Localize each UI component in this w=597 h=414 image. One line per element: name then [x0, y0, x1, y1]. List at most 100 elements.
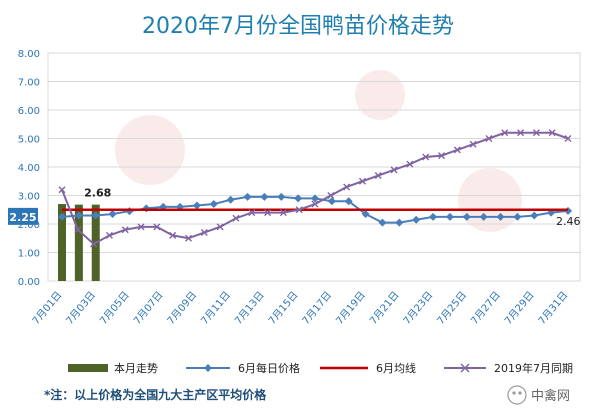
point-2019-july — [390, 166, 398, 174]
point-2019-july — [327, 192, 335, 199]
point-june-daily — [142, 204, 151, 213]
point-june-daily — [378, 218, 387, 227]
point-2019-july — [90, 240, 98, 248]
point-june-daily — [395, 218, 404, 227]
bar-top-value-label: 2.68 — [84, 187, 111, 200]
series-lines — [58, 129, 572, 248]
end-value-label: 2.46 — [556, 215, 581, 228]
point-june-daily — [496, 212, 505, 221]
point-2019-july — [74, 226, 82, 234]
point-june-daily — [125, 207, 134, 216]
y-tick-label: 2.00 — [18, 220, 40, 231]
point-june-daily — [429, 212, 438, 221]
point-june-daily — [513, 212, 522, 221]
brand-icon-eye — [512, 391, 516, 395]
footnote: *注：以上价格为全国九大主产区平均价格 — [44, 387, 267, 402]
point-2019-july — [216, 223, 224, 231]
point-2019-july — [517, 129, 525, 137]
y-tick-label: 6.00 — [18, 106, 40, 117]
point-june-daily — [294, 194, 303, 203]
point-2019-july — [153, 223, 161, 231]
x-tick-label: 7月25日 — [435, 289, 469, 327]
x-tick-label: 7月09日 — [165, 289, 199, 327]
point-2019-july — [564, 135, 572, 142]
point-2019-july — [279, 209, 287, 217]
point-2019-july — [248, 209, 256, 217]
point-2019-july — [501, 129, 509, 137]
x-tick-label: 7月11日 — [199, 289, 233, 327]
point-2019-july — [105, 231, 113, 239]
point-june-daily — [311, 194, 319, 203]
point-june-daily — [412, 215, 421, 224]
x-tick-label: 7月19日 — [334, 289, 368, 327]
chart-title: 2020年7月份全国鸭苗价格走势 — [142, 14, 454, 39]
watermark-logo — [115, 115, 185, 185]
bar-current-month — [58, 204, 66, 281]
point-2019-july — [311, 200, 319, 208]
x-tick-label: 7月29日 — [502, 289, 536, 327]
brand-name: 中禽网 — [531, 388, 570, 404]
point-june-daily — [344, 197, 353, 206]
point-2019-july — [358, 177, 366, 185]
x-tick-label: 7月13日 — [232, 289, 266, 327]
start-value-box — [8, 207, 38, 225]
point-june-daily — [226, 195, 235, 204]
point-june-daily — [445, 212, 454, 221]
point-2019-july — [58, 186, 66, 194]
x-tick-label: 7月07日 — [131, 289, 165, 327]
point-2019-july — [469, 140, 477, 148]
legend: 本月走势 6月每日价格 6月均线 2019年7月同期 — [68, 361, 573, 375]
point-2019-july — [374, 172, 382, 180]
brand-logo: 中禽网 — [507, 385, 570, 405]
watermark-logo — [355, 70, 405, 120]
point-2019-july — [121, 226, 129, 234]
brand-icon-eye — [518, 391, 522, 395]
x-marker-icon — [460, 363, 470, 373]
point-2019-july — [406, 160, 414, 168]
point-2019-july — [169, 231, 177, 239]
point-2019-july — [137, 223, 145, 231]
point-2019-july — [232, 214, 240, 222]
legend-label: 6月每日价格 — [238, 361, 300, 375]
gridlines — [48, 52, 580, 282]
point-2019-july — [343, 183, 351, 191]
watermark-logo — [458, 168, 522, 232]
x-tick-label: 7月21日 — [367, 289, 401, 327]
x-axis: 7月01日 7月03日 7月05日 7月07日 7月09日 7月11日 7月13日 7月15日… — [30, 289, 570, 327]
x-tick-label: 7月31日 — [536, 289, 570, 327]
x-tick-label: 7月23日 — [401, 289, 435, 327]
point-june-daily — [260, 192, 269, 201]
x-tick-label: 7月03日 — [64, 289, 98, 327]
point-2019-july — [295, 206, 303, 214]
brand-icon — [507, 385, 527, 405]
point-june-daily — [530, 211, 539, 220]
point-june-daily — [91, 211, 100, 220]
point-2019-july — [185, 234, 192, 242]
y-tick-label: 7.00 — [18, 78, 40, 89]
start-value-label: 2.25 — [9, 211, 36, 224]
point-june-daily — [108, 210, 117, 219]
point-june-daily — [479, 212, 488, 221]
y-axis: 0.00 1.00 2.00 3.00 4.00 5.00 6.00 7.00 8.00 — [18, 49, 40, 288]
y-tick-label: 3.00 — [18, 192, 40, 203]
point-june-daily — [58, 212, 66, 221]
point-2019-july — [264, 209, 272, 217]
legend-label: 6月均线 — [376, 361, 416, 375]
point-2019-july — [453, 146, 461, 154]
point-2019-july — [485, 135, 493, 142]
point-june-daily — [209, 200, 218, 209]
y-tick-label: 4.00 — [18, 163, 40, 174]
point-june-daily — [462, 212, 471, 221]
point-june-daily — [243, 192, 252, 201]
y-tick-label: 5.00 — [18, 135, 40, 146]
legend-label: 本月走势 — [114, 361, 158, 375]
diamond-marker-icon — [204, 364, 212, 372]
x-tick-label: 7月05日 — [97, 289, 131, 327]
x-tick-label: 7月17日 — [300, 289, 334, 327]
point-2019-july — [200, 229, 208, 237]
x-tick-label: 7月27日 — [469, 289, 503, 327]
bar-current-month — [74, 204, 83, 281]
point-2019-july — [422, 153, 430, 161]
y-tick-label: 1.00 — [18, 249, 40, 260]
